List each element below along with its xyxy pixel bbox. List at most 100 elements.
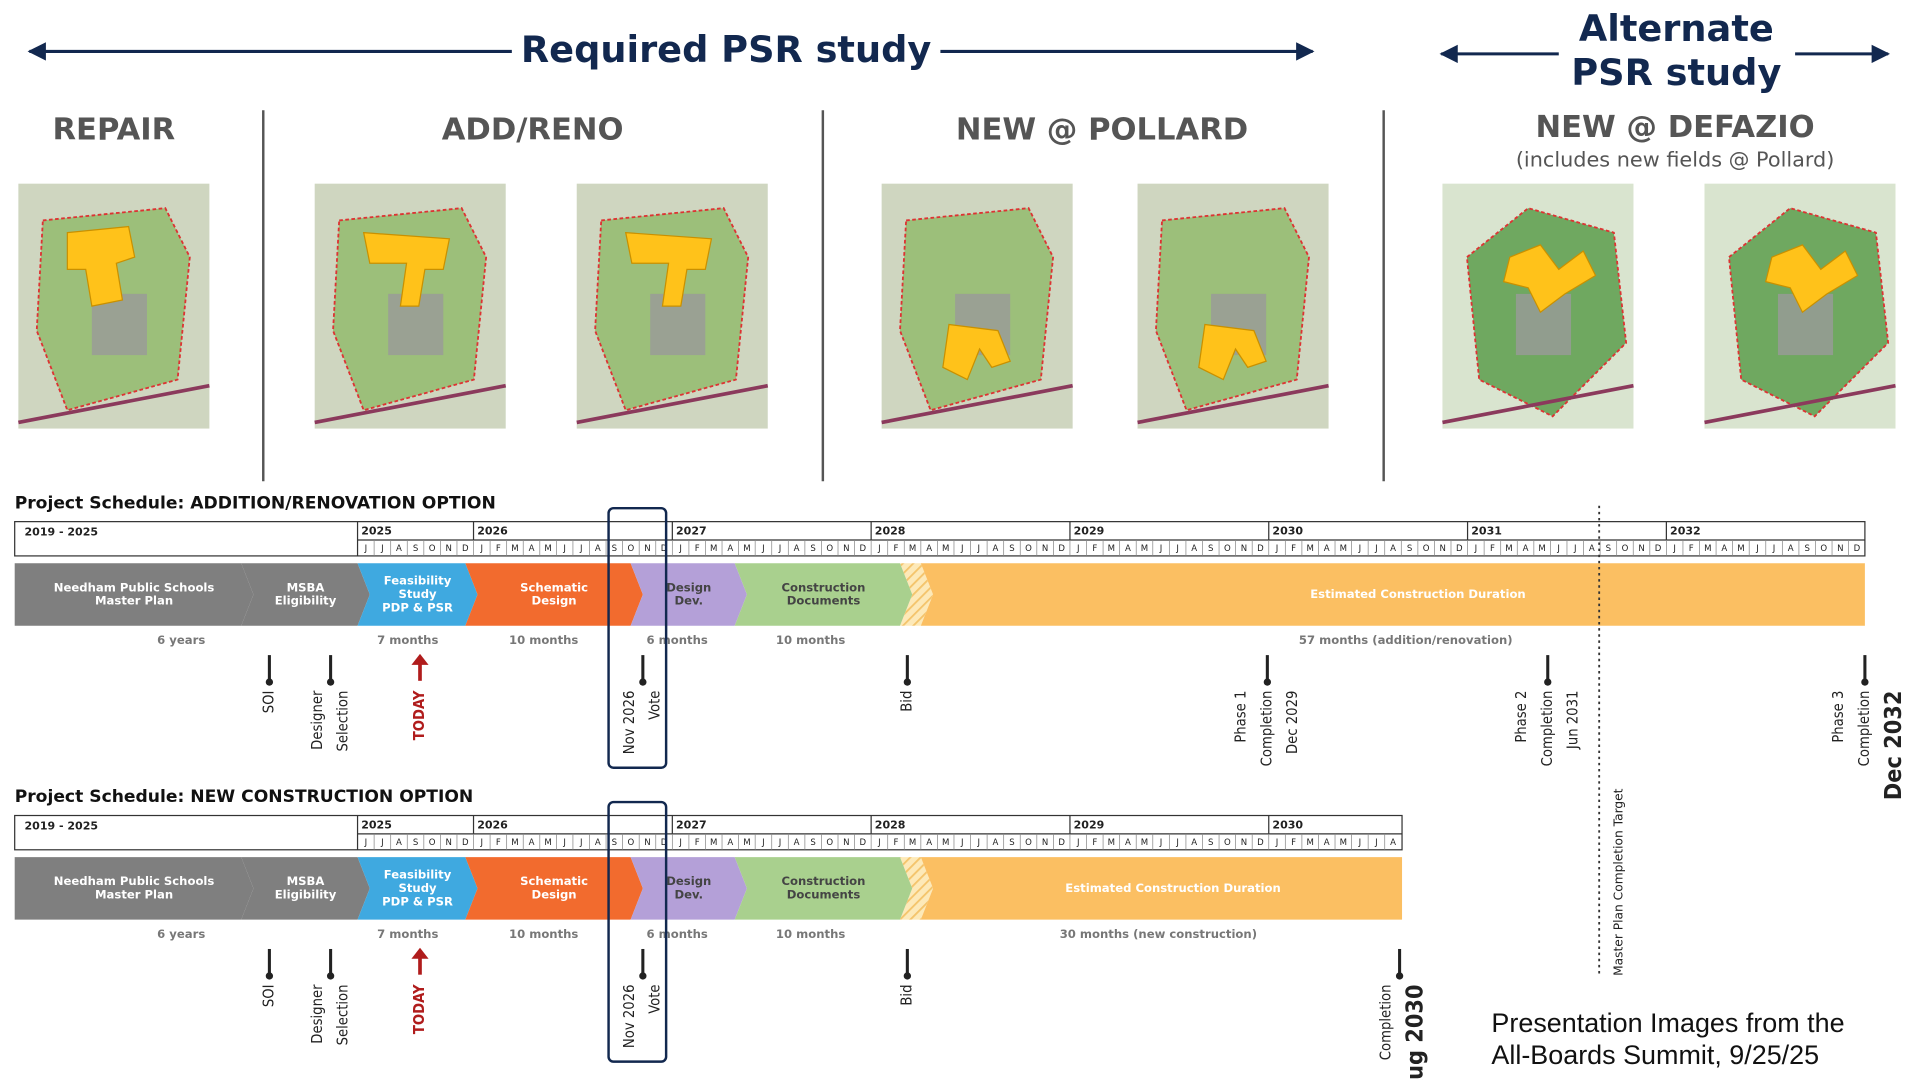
month-label: D [1655, 544, 1662, 554]
phase-label: Dev. [674, 888, 703, 902]
year-label: 2028 [875, 818, 906, 831]
month-label: O [1025, 544, 1032, 554]
month-label: D [1456, 544, 1463, 554]
month-label: S [1208, 838, 1213, 848]
building [942, 323, 1012, 381]
month-label: A [926, 838, 932, 848]
month-label: D [661, 544, 668, 554]
phase [357, 563, 478, 626]
phase-duration: 6 months [647, 927, 708, 941]
month-label: S [1009, 838, 1014, 848]
milestone-label: Completion [1378, 984, 1395, 1060]
phase-label: Design [532, 594, 577, 608]
month-label: S [1606, 544, 1611, 554]
milestone-label: TODAY [411, 690, 428, 740]
phase-label: Eligibility [275, 594, 337, 608]
month-label: J [1159, 544, 1163, 554]
month-label: O [826, 838, 833, 848]
month-label: S [1407, 544, 1412, 554]
milestone-dot [326, 678, 335, 686]
milestone-label: Dec 2032 [1880, 691, 1907, 800]
month-label: O [628, 544, 635, 554]
option-title: NEW @ DEFAZIO [1535, 110, 1814, 145]
month-label: A [794, 544, 800, 554]
month-label: J [761, 544, 765, 554]
site-plan [314, 183, 507, 429]
milestone-label: Dec 2029 [1284, 691, 1301, 754]
month-label: J [380, 838, 384, 848]
month-label: M [544, 544, 551, 554]
month-label: J [1374, 544, 1378, 554]
month-label: N [1042, 838, 1048, 848]
year-label: 2027 [676, 818, 707, 831]
month-label: O [429, 838, 436, 848]
month-label: N [445, 838, 451, 848]
month-label: A [926, 544, 932, 554]
phase-duration: 7 months [377, 633, 438, 647]
month-label: A [992, 838, 998, 848]
phase [734, 563, 913, 626]
road [881, 383, 1073, 425]
milestone-label: Phase 1 [1233, 691, 1250, 743]
month-label: J [778, 838, 782, 848]
milestone-label: Vote [647, 984, 664, 1013]
phase-label: Feasibility [384, 867, 452, 881]
phase [734, 857, 913, 920]
month-label: J [678, 544, 682, 554]
schedule-title: Project Schedule: NEW CONSTRUCTION OPTIO… [15, 787, 474, 807]
phase-label: Master Plan [95, 888, 173, 902]
phase-label: Schematic [520, 580, 588, 594]
month-label: N [644, 838, 650, 848]
phase-duration: 10 months [509, 927, 578, 941]
building [1198, 323, 1267, 381]
site-plan [881, 183, 1073, 429]
month-label: M [942, 544, 949, 554]
month-label: N [1241, 838, 1247, 848]
month-label: N [1042, 544, 1048, 554]
month-label: F [695, 544, 700, 554]
month-label: J [960, 838, 964, 848]
month-label: J [761, 838, 765, 848]
alternate-title: PSR study [1571, 51, 1781, 94]
month-label: A [1721, 544, 1727, 554]
month-label: J [480, 838, 484, 848]
month-label: J [778, 544, 782, 554]
phase-label: Needham Public Schools [54, 580, 215, 594]
month-label: O [826, 544, 833, 554]
month-label: J [1275, 544, 1279, 554]
phase-duration: 10 months [509, 633, 578, 647]
month-label: O [628, 838, 635, 848]
month-label: M [511, 544, 518, 554]
milestone-label: Selection [334, 984, 351, 1045]
month-label: F [695, 838, 700, 848]
today-arrowhead [411, 653, 429, 665]
month-label: S [810, 544, 815, 554]
alternate-title: Alternate [1579, 7, 1774, 50]
month-label: M [1141, 544, 1148, 554]
month-label: A [396, 838, 402, 848]
milestone-dot [1263, 678, 1272, 686]
month-label: M [743, 544, 750, 554]
month-label: F [894, 544, 899, 554]
year-label: 2028 [875, 524, 906, 537]
phase-duration: 10 months [776, 633, 845, 647]
month-label: A [529, 544, 535, 554]
month-label: D [1058, 838, 1065, 848]
month-label: J [1175, 544, 1179, 554]
building [1764, 244, 1859, 314]
site-plan [1442, 183, 1634, 429]
month-label: M [1737, 544, 1744, 554]
month-label: M [909, 838, 916, 848]
year-label: 2025 [361, 524, 392, 537]
month-label: F [1689, 544, 1694, 554]
month-label: J [678, 838, 682, 848]
road [1704, 383, 1896, 425]
option-subtitle: (includes new fields @ Pollard) [1516, 147, 1835, 171]
site-plan [18, 183, 210, 429]
required-title: Required PSR study [521, 28, 932, 71]
phase-duration: 6 months [647, 633, 708, 647]
month-label: J [1159, 838, 1163, 848]
month-label: A [595, 838, 601, 848]
milestone-dot [326, 972, 335, 980]
milestone-dot [1395, 972, 1404, 980]
